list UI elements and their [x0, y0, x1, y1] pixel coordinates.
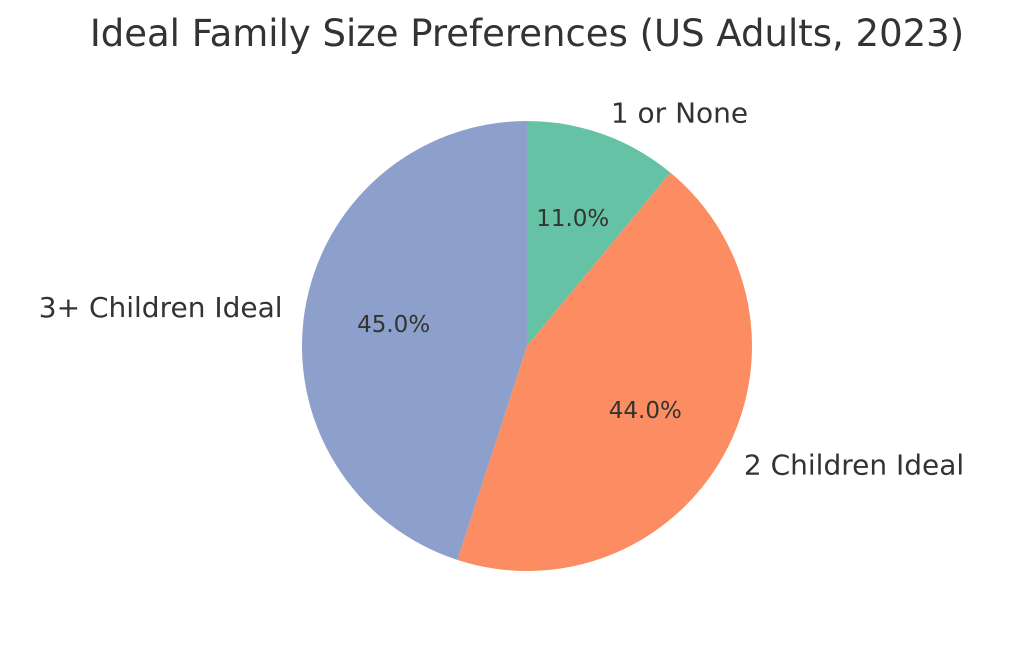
slice-label-1-or-none: 1 or None [611, 97, 748, 130]
slice-label-3-children-ideal: 3+ Children Ideal [39, 291, 283, 324]
pie-slice-2-children-ideal [457, 172, 753, 572]
pie-slice-1-or-none [527, 121, 671, 346]
pie-slice-3-children-ideal [301, 121, 527, 560]
percent-label-1-or-none: 11.0% [536, 206, 609, 232]
pie-labels: 1 or None 11.0% 2 Children Ideal 44.0% 3+ Ch… [39, 97, 964, 482]
slice-label-2-children-ideal: 2 Children Ideal [744, 449, 964, 482]
chart-title: Ideal Family Size Preferences (US Adults… [89, 12, 965, 55]
percent-label-3-children-ideal: 45.0% [357, 312, 430, 338]
pie-slices [301, 121, 753, 572]
percent-label-2-children-ideal: 44.0% [609, 398, 682, 424]
